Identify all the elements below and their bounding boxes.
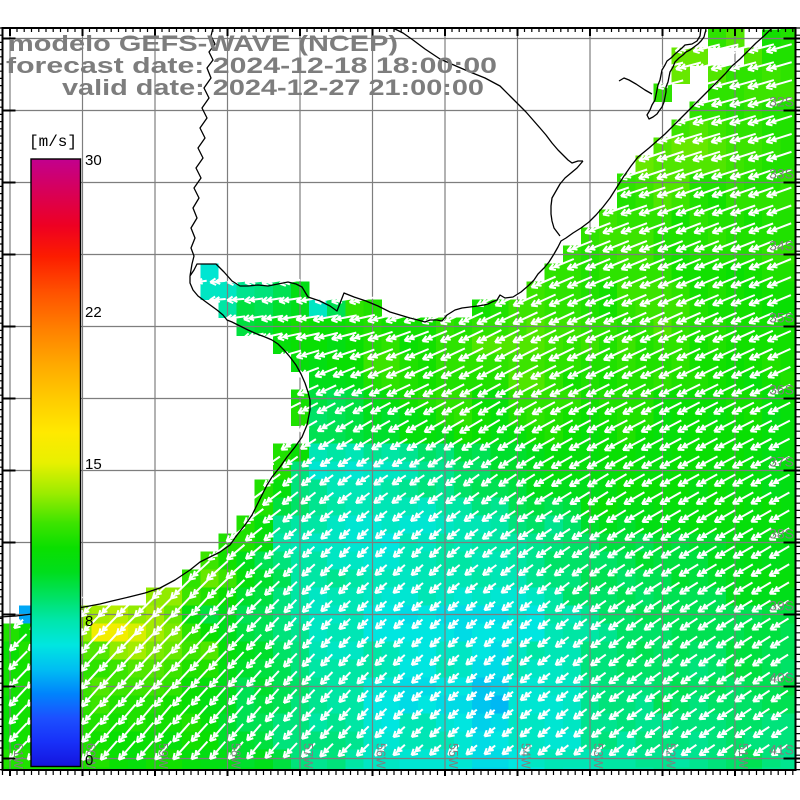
svg-text:58W: 58W bbox=[229, 743, 243, 769]
svg-text:40S: 40S bbox=[769, 670, 794, 686]
svg-text:38S: 38S bbox=[769, 526, 794, 542]
svg-text:0: 0 bbox=[85, 752, 93, 769]
svg-text:35S: 35S bbox=[769, 310, 794, 326]
svg-text:34S: 34S bbox=[769, 238, 794, 254]
svg-text:39S: 39S bbox=[769, 598, 794, 614]
svg-text:[m/s]: [m/s] bbox=[29, 133, 77, 151]
svg-text:51W: 51W bbox=[736, 743, 750, 769]
svg-text:56W: 56W bbox=[374, 743, 388, 769]
svg-text:22: 22 bbox=[85, 304, 102, 321]
svg-text:36S: 36S bbox=[769, 382, 794, 398]
svg-text:30: 30 bbox=[85, 152, 102, 169]
svg-text:8: 8 bbox=[85, 613, 93, 630]
svg-text:55W: 55W bbox=[446, 743, 460, 769]
svg-text:54W: 54W bbox=[519, 743, 533, 769]
svg-text:61W: 61W bbox=[11, 743, 25, 769]
svg-text:valid date: 2024-12-27 21:00:0: valid date: 2024-12-27 21:00:00 bbox=[62, 75, 484, 100]
svg-text:37S: 37S bbox=[769, 454, 794, 470]
svg-text:41S: 41S bbox=[769, 742, 794, 758]
svg-text:53W: 53W bbox=[591, 743, 605, 769]
svg-text:33S: 33S bbox=[769, 166, 794, 182]
svg-text:15: 15 bbox=[85, 456, 102, 473]
svg-text:32S: 32S bbox=[769, 94, 794, 110]
svg-text:57W: 57W bbox=[301, 743, 315, 769]
svg-text:59W: 59W bbox=[156, 743, 170, 769]
svg-text:52W: 52W bbox=[664, 743, 678, 769]
